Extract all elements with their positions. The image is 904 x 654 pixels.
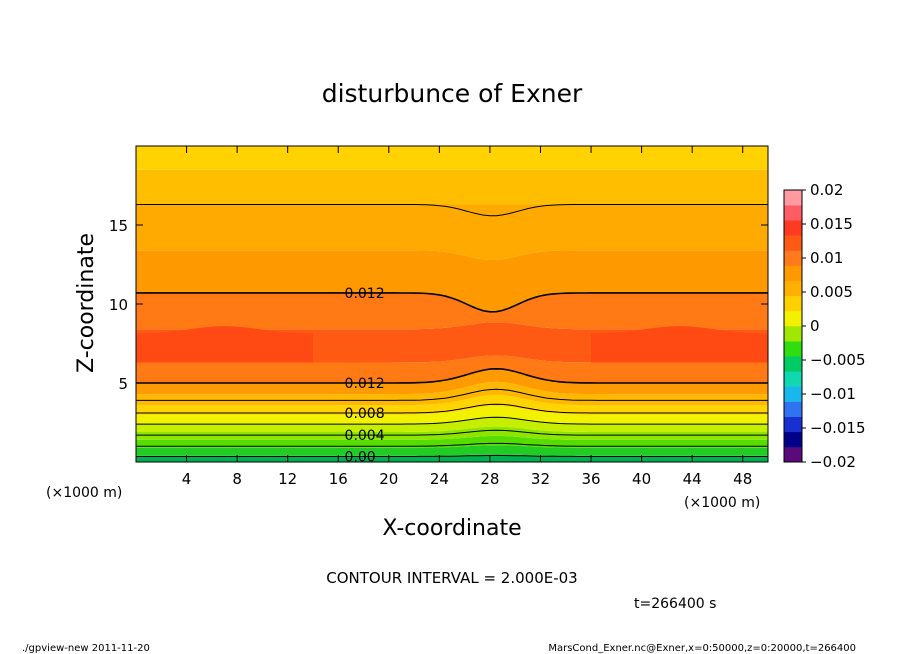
x-unit-left: (×1000 m) [46, 485, 122, 501]
x-tick-label: 36 [581, 470, 600, 488]
y-tick-label: 10 [109, 296, 128, 314]
contour-band [136, 204, 768, 260]
x-tick-label: 28 [480, 470, 499, 488]
contour-line [136, 416, 768, 425]
y-axis-title: Z-coordinate [74, 233, 99, 373]
contour-band [136, 292, 768, 330]
contour-band [591, 326, 768, 363]
contour-line [136, 455, 768, 457]
colorbar-segment [784, 401, 802, 417]
contour-band [136, 169, 768, 205]
chart-title: disturbunce of Exner [322, 79, 583, 108]
contour-line [136, 403, 768, 414]
colorbar-segment [784, 356, 802, 372]
x-tick-label: 16 [329, 470, 348, 488]
x-unit-right: (×1000 m) [684, 495, 760, 511]
contour-band [136, 146, 768, 170]
colorbar-segment [784, 446, 802, 463]
x-tick-label: 44 [683, 470, 702, 488]
colorbar-segment [784, 295, 802, 312]
contour-band [136, 355, 768, 383]
contour-line [136, 388, 768, 401]
contour-band [136, 406, 768, 425]
colorbar-segment [784, 416, 802, 433]
colorbar-segment [784, 341, 802, 357]
contour-band [136, 417, 768, 432]
contour-line [136, 204, 768, 217]
colorbar-tick-label: −0.005 [810, 351, 866, 369]
x-tick-label: 32 [531, 470, 550, 488]
colorbar-segment [784, 371, 802, 387]
colorbar-segment [784, 326, 802, 342]
contour-line [136, 429, 768, 436]
contour-fill [136, 146, 768, 462]
y-axis: 5 10 15 [109, 217, 768, 393]
y-tick-label: 5 [118, 375, 128, 393]
contour-band [136, 445, 768, 456]
x-tick-label: 4 [182, 470, 192, 488]
colorbar-segment [784, 265, 802, 281]
colorbar-tick-label: −0.02 [810, 453, 856, 471]
footer-left: ./gpview-new 2011-11-20 [22, 643, 150, 654]
y-tick-label: 15 [109, 217, 128, 235]
colorbar-tick-label: 0.015 [810, 215, 853, 233]
contour-labels: 0.012 0.012 0.008 0.004 0.00 [345, 286, 385, 466]
time-label: t=266400 s [634, 596, 716, 612]
colorbar-segment [784, 235, 802, 251]
x-tick-label: 24 [430, 470, 449, 488]
contour-line [136, 367, 768, 384]
contour-band [136, 326, 313, 363]
x-tick-label: 20 [379, 470, 398, 488]
x-tick-label: 48 [733, 470, 752, 488]
colorbar-tick-label: 0 [810, 317, 820, 335]
colorbar-segment [784, 386, 802, 402]
contour-line [136, 292, 768, 313]
contour-label: 0.004 [345, 428, 385, 444]
colorbar-tick-label: 0.005 [810, 283, 853, 301]
contour-band [136, 394, 768, 415]
x-axis: 4 8 12 16 20 24 28 32 36 40 44 48 [182, 146, 752, 488]
contour-band [136, 368, 768, 395]
colorbar-tick-label: −0.015 [810, 419, 866, 437]
contour-band [136, 435, 768, 448]
x-axis-title: X-coordinate [382, 516, 521, 541]
colorbar-segment [784, 310, 802, 327]
colorbar-segment [784, 431, 802, 448]
contour-label: 0.012 [345, 376, 385, 392]
x-tick-label: 40 [632, 470, 651, 488]
contour-interval-note: CONTOUR INTERVAL = 2.000E-03 [326, 569, 577, 587]
contour-lines [136, 204, 768, 457]
colorbar-segment [784, 220, 802, 236]
colorbar-segment [784, 190, 802, 206]
x-tick-label: 8 [232, 470, 242, 488]
colorbar-tick-label: −0.01 [810, 385, 856, 403]
colorbar-tick-label: 0.01 [810, 249, 843, 267]
contour-band [136, 250, 768, 312]
x-tick-label: 12 [278, 470, 297, 488]
colorbar-tick-label: 0.02 [810, 181, 843, 199]
colorbar-segment [784, 250, 802, 266]
colorbar: 0.02 0.015 0.01 0.005 0 −0.005 −0.01 −0.015 −0.0… [783, 181, 866, 471]
contour-band [136, 381, 768, 406]
colorbar-segment [784, 280, 802, 297]
contour-label: 0.008 [345, 406, 385, 422]
contour-line [136, 442, 768, 447]
footer-right: MarsCond_Exner.nc@Exner,x=0:50000,z=0:20… [548, 643, 856, 654]
contour-label: 0.012 [345, 286, 385, 302]
contour-label: 0.00 [345, 449, 376, 465]
colorbar-segment [784, 205, 802, 221]
